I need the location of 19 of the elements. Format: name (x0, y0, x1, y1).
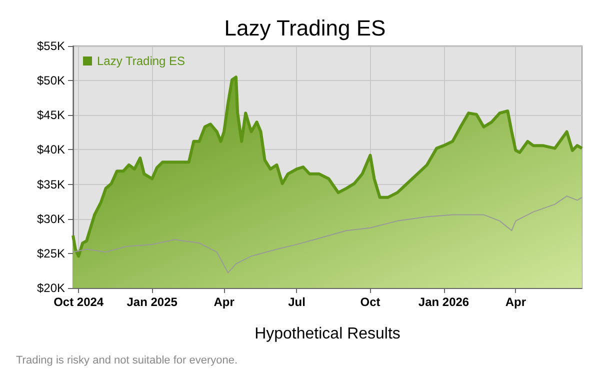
x-axis-title: Hypothetical Results (254, 326, 400, 342)
x-tick-label: Jul (288, 295, 306, 309)
y-tick-label: $45K (36, 108, 65, 122)
text: Trading is risky and not suitable for everyone. (16, 354, 238, 366)
y-tick-label: $40K (36, 142, 65, 157)
y-tick-label: $30K (36, 212, 65, 226)
chart-title: Lazy Trading ES (224, 16, 386, 40)
legend-label: Lazy Trading ES (97, 54, 186, 68)
x-tick-label: Oct 2024 (54, 295, 104, 309)
x-tick-label: Oct (360, 295, 380, 309)
x-tick-label: Apr (505, 295, 526, 309)
y-tick-label: $50K (36, 74, 65, 88)
y-tick-label: $20K (36, 281, 65, 295)
y-tick-label: $35K (36, 177, 65, 192)
y-tick-label: $25K (36, 246, 65, 260)
x-tick-label: Jan 2025 (126, 295, 178, 309)
x-tick-label: Jan 2026 (418, 295, 470, 309)
y-tick-label: $55K (36, 39, 65, 53)
x-tick-label: Apr (214, 295, 235, 309)
